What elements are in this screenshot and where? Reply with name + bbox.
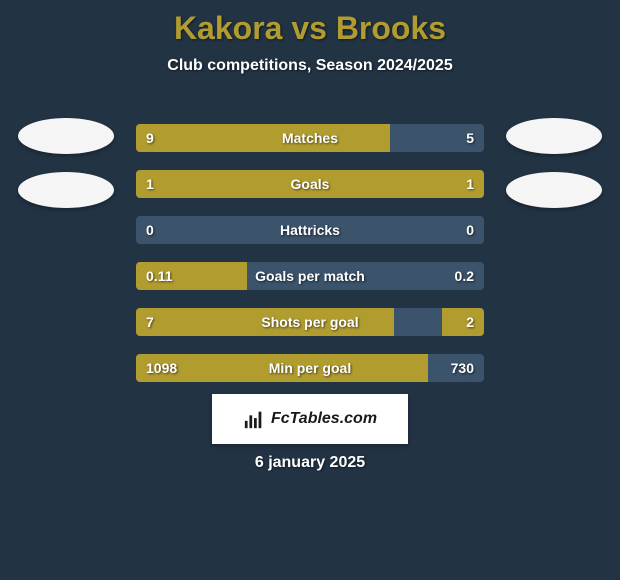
avatar-placeholder [506,118,602,154]
stat-label: Matches [136,124,484,152]
stat-row: 1098Min per goal730 [136,354,484,382]
player-left-avatars [18,118,114,208]
page-title: Kakora vs Brooks [0,0,620,47]
stat-label: Shots per goal [136,308,484,336]
stat-row: 0Hattricks0 [136,216,484,244]
bars-icon [243,408,265,430]
stat-value-right: 5 [466,124,474,152]
stat-label: Hattricks [136,216,484,244]
stat-value-right: 2 [466,308,474,336]
stats-bars: 9Matches5 1Goals1 0Hattricks0 0.11Goals per… [136,124,484,382]
avatar-placeholder [18,118,114,154]
stat-label: Goals [136,170,484,198]
stat-row: 7Shots per goal2 [136,308,484,336]
stat-label: Goals per match [136,262,484,290]
watermark: FcTables.com [212,394,408,444]
stat-row: 0.11Goals per match0.2 [136,262,484,290]
stat-label: Min per goal [136,354,484,382]
page-date: 6 january 2025 [0,454,620,472]
stat-row: 9Matches5 [136,124,484,152]
page-subtitle: Club competitions, Season 2024/2025 [0,57,620,75]
stat-value-right: 1 [466,170,474,198]
stat-value-right: 730 [451,354,474,382]
player-right-avatars [506,118,602,208]
stat-row: 1Goals1 [136,170,484,198]
stat-value-right: 0.2 [455,262,474,290]
avatar-placeholder [506,172,602,208]
avatar-placeholder [18,172,114,208]
watermark-text: FcTables.com [271,410,377,428]
stat-value-right: 0 [466,216,474,244]
